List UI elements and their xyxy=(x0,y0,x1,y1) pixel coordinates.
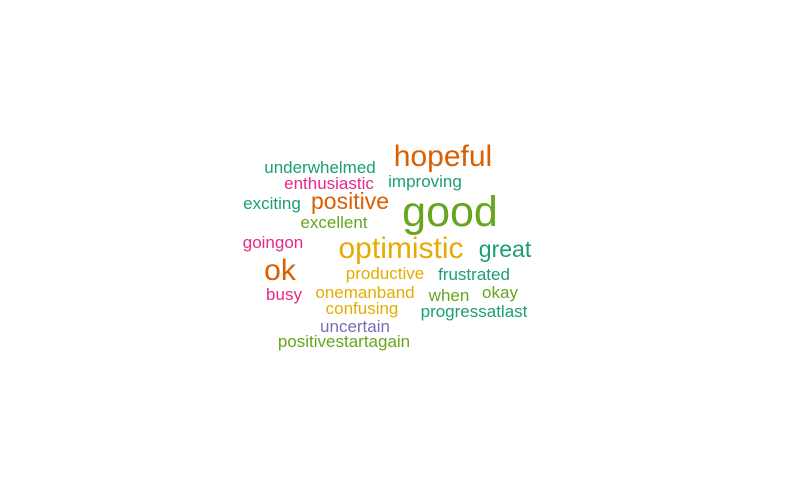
word-productive: productive xyxy=(346,264,424,283)
word-underwhelmed: underwhelmed xyxy=(264,158,376,177)
word-onemanband: onemanband xyxy=(315,283,414,302)
word-uncertain: uncertain xyxy=(320,317,390,336)
word-positivestartagain: positivestartagain xyxy=(278,332,410,351)
word-confusing: confusing xyxy=(326,299,399,318)
word-progressatlast: progressatlast xyxy=(421,302,528,321)
word-ok: ok xyxy=(264,254,297,287)
word-positive: positive xyxy=(311,188,389,214)
word-enthusiastic: enthusiastic xyxy=(284,174,374,193)
word-busy: busy xyxy=(266,285,302,304)
word-good: good xyxy=(402,188,498,236)
word-frustrated: frustrated xyxy=(438,265,510,284)
word-goingon: goingon xyxy=(243,233,304,252)
word-when: when xyxy=(428,286,470,305)
word-exciting: exciting xyxy=(243,194,301,213)
word-excellent: excellent xyxy=(300,213,367,232)
word-great: great xyxy=(479,236,532,262)
word-okay: okay xyxy=(482,283,518,302)
word-optimistic: optimistic xyxy=(338,232,463,265)
word-improving: improving xyxy=(388,172,462,191)
word-hopeful: hopeful xyxy=(394,140,492,173)
